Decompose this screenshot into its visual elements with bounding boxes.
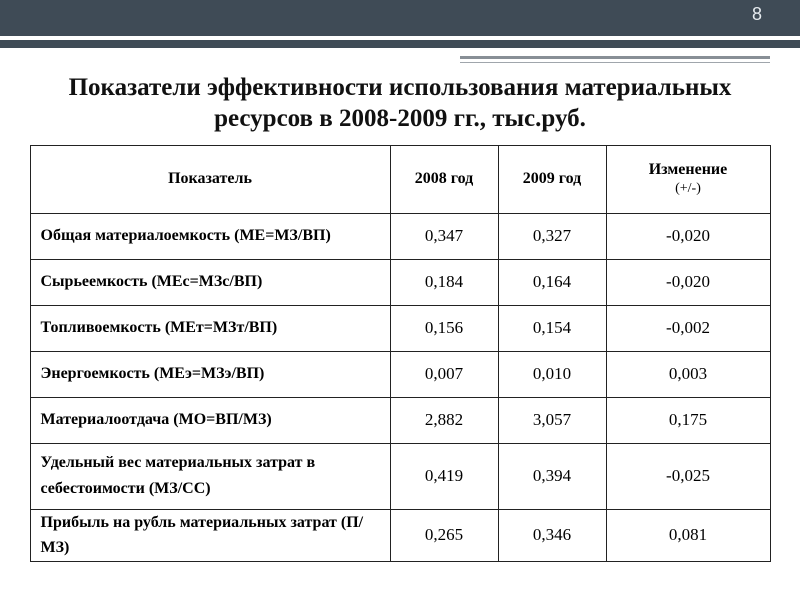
indicators-table: Показатель 2008 год 2009 год Изменение (… <box>30 145 771 562</box>
cell-indicator: Топливоемкость (МЕт=МЗт/ВП) <box>30 305 390 351</box>
table-body: Общая материалоемкость (МЕ=МЗ/ВП)0,3470,… <box>30 213 770 561</box>
slide-topbar: 8 <box>0 0 800 48</box>
cell-year2: 0,394 <box>498 443 606 509</box>
col-header-change: Изменение (+/-) <box>606 145 770 213</box>
cell-change: -0,002 <box>606 305 770 351</box>
cell-change: 0,081 <box>606 509 770 561</box>
cell-year1: 0,184 <box>390 259 498 305</box>
cell-year1: 0,419 <box>390 443 498 509</box>
decorative-divider <box>460 56 770 63</box>
cell-change: -0,025 <box>606 443 770 509</box>
table-header-row: Показатель 2008 год 2009 год Изменение (… <box>30 145 770 213</box>
table-row: Топливоемкость (МЕт=МЗт/ВП)0,1560,154-0,… <box>30 305 770 351</box>
cell-year2: 0,327 <box>498 213 606 259</box>
table-row: Сырьеемкость (МЕс=МЗс/ВП)0,1840,164-0,02… <box>30 259 770 305</box>
cell-year1: 0,265 <box>390 509 498 561</box>
cell-year1: 0,007 <box>390 351 498 397</box>
cell-year1: 2,882 <box>390 397 498 443</box>
cell-change: -0,020 <box>606 213 770 259</box>
table-row: Прибыль на рубль материальных затрат (П/… <box>30 509 770 561</box>
page-number: 8 <box>752 4 762 25</box>
table-row: Энергоемкость (МЕэ=МЗэ/ВП)0,0070,0100,00… <box>30 351 770 397</box>
cell-change: 0,175 <box>606 397 770 443</box>
cell-year2: 0,010 <box>498 351 606 397</box>
cell-year2: 0,346 <box>498 509 606 561</box>
col-header-year2: 2009 год <box>498 145 606 213</box>
cell-indicator: Общая материалоемкость (МЕ=МЗ/ВП) <box>30 213 390 259</box>
cell-year1: 0,156 <box>390 305 498 351</box>
slide-title: Показатели эффективности использования м… <box>30 72 770 135</box>
cell-change: 0,003 <box>606 351 770 397</box>
col-header-indicator: Показатель <box>30 145 390 213</box>
cell-year2: 3,057 <box>498 397 606 443</box>
cell-indicator: Материалоотдача (МО=ВП/МЗ) <box>30 397 390 443</box>
table-row: Материалоотдача (МО=ВП/МЗ)2,8823,0570,17… <box>30 397 770 443</box>
topbar-underline <box>0 36 800 40</box>
col-header-change-sub: (+/-) <box>617 181 760 197</box>
cell-indicator: Прибыль на рубль материальных затрат (П/… <box>30 509 390 561</box>
cell-year2: 0,154 <box>498 305 606 351</box>
cell-year2: 0,164 <box>498 259 606 305</box>
cell-indicator: Сырьеемкость (МЕс=МЗс/ВП) <box>30 259 390 305</box>
cell-indicator: Удельный вес материальных затрат в себес… <box>30 443 390 509</box>
table-row: Общая материалоемкость (МЕ=МЗ/ВП)0,3470,… <box>30 213 770 259</box>
cell-indicator: Энергоемкость (МЕэ=МЗэ/ВП) <box>30 351 390 397</box>
col-header-year1: 2008 год <box>390 145 498 213</box>
table-row: Удельный вес материальных затрат в себес… <box>30 443 770 509</box>
cell-year1: 0,347 <box>390 213 498 259</box>
cell-change: -0,020 <box>606 259 770 305</box>
col-header-change-main: Изменение <box>649 161 728 178</box>
